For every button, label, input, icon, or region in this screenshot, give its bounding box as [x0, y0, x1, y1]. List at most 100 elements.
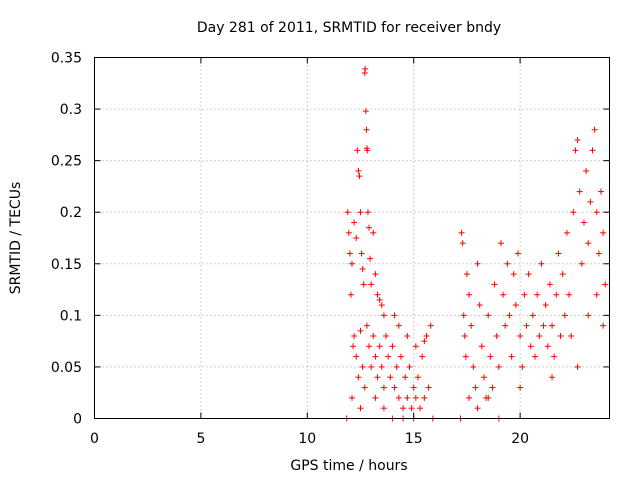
- data-point: [370, 229, 377, 236]
- data-point: [351, 219, 358, 226]
- data-point: [597, 188, 604, 195]
- x-axis-label: GPS time / hours: [290, 458, 407, 474]
- data-point: [474, 405, 481, 412]
- data-points: [343, 65, 609, 422]
- y-tick-label: 0.15: [51, 257, 82, 273]
- data-point: [489, 384, 496, 391]
- x-tick-label: 20: [511, 431, 529, 447]
- data-point: [466, 394, 473, 401]
- data-point: [583, 167, 590, 174]
- data-point: [376, 296, 383, 303]
- data-point: [540, 322, 547, 329]
- data-point: [508, 353, 515, 360]
- data-point: [397, 353, 404, 360]
- data-point: [378, 302, 385, 309]
- data-point: [423, 332, 430, 339]
- y-tick-label: 0.25: [51, 154, 82, 170]
- data-point: [412, 343, 419, 350]
- data-point: [425, 384, 432, 391]
- data-point: [380, 312, 387, 319]
- data-point: [517, 384, 524, 391]
- data-point: [504, 260, 511, 267]
- data-point: [532, 353, 539, 360]
- data-point: [395, 322, 402, 329]
- data-point: [468, 322, 475, 329]
- data-point: [585, 312, 592, 319]
- data-point: [357, 327, 364, 334]
- data-point: [374, 291, 381, 298]
- data-point: [572, 147, 579, 154]
- data-point: [368, 281, 375, 288]
- data-point: [421, 338, 428, 345]
- data-point: [414, 374, 421, 381]
- data-point: [553, 291, 560, 298]
- grid-lines: [94, 57, 610, 419]
- data-point: [357, 209, 364, 216]
- data-point: [500, 291, 507, 298]
- data-point: [521, 291, 528, 298]
- data-point: [376, 343, 383, 350]
- data-point: [495, 363, 502, 370]
- data-point: [362, 65, 369, 72]
- y-axis-label: SRMTID / TECUs: [8, 182, 24, 295]
- data-point: [364, 209, 371, 216]
- data-point: [459, 240, 466, 247]
- data-point: [549, 322, 556, 329]
- data-point: [372, 353, 379, 360]
- data-point: [391, 312, 398, 319]
- data-point: [568, 332, 575, 339]
- data-point: [387, 374, 394, 381]
- x-tick-label: 5: [196, 431, 205, 447]
- data-point: [421, 394, 428, 401]
- data-point: [363, 322, 370, 329]
- plot-frame: [94, 57, 610, 419]
- data-point: [402, 374, 409, 381]
- data-point: [366, 343, 373, 350]
- data-point: [378, 363, 385, 370]
- data-point: [344, 209, 351, 216]
- data-point: [478, 343, 485, 350]
- data-point: [355, 374, 362, 381]
- data-point: [542, 302, 549, 309]
- data-point: [360, 281, 367, 288]
- data-point: [517, 332, 524, 339]
- data-point: [362, 108, 369, 115]
- data-point: [580, 219, 587, 226]
- data-point: [391, 384, 398, 391]
- data-point: [462, 353, 469, 360]
- data-point: [514, 250, 521, 257]
- data-point: [363, 126, 370, 133]
- data-point: [525, 271, 532, 278]
- data-point: [480, 374, 487, 381]
- data-point: [380, 405, 387, 412]
- data-point: [406, 363, 413, 370]
- data-point: [578, 260, 585, 267]
- data-point: [359, 265, 366, 272]
- data-point: [357, 405, 364, 412]
- data-point: [574, 363, 581, 370]
- data-point: [372, 394, 379, 401]
- y-tick-label: 0.3: [60, 102, 82, 118]
- data-point: [347, 291, 354, 298]
- data-point: [412, 394, 419, 401]
- data-point: [361, 384, 368, 391]
- data-point: [470, 363, 477, 370]
- data-point: [427, 322, 434, 329]
- data-point: [600, 322, 607, 329]
- data-point: [385, 353, 392, 360]
- data-point: [458, 229, 465, 236]
- data-point: [393, 363, 400, 370]
- data-point: [358, 250, 365, 257]
- data-point: [380, 384, 387, 391]
- y-tick-label: 0.2: [60, 205, 82, 221]
- data-point: [506, 312, 513, 319]
- data-point: [408, 405, 415, 412]
- data-point: [400, 405, 407, 412]
- data-point: [602, 281, 609, 288]
- data-point: [536, 332, 543, 339]
- data-point: [466, 291, 473, 298]
- data-point: [559, 271, 566, 278]
- data-point: [353, 353, 360, 360]
- data-point: [487, 353, 494, 360]
